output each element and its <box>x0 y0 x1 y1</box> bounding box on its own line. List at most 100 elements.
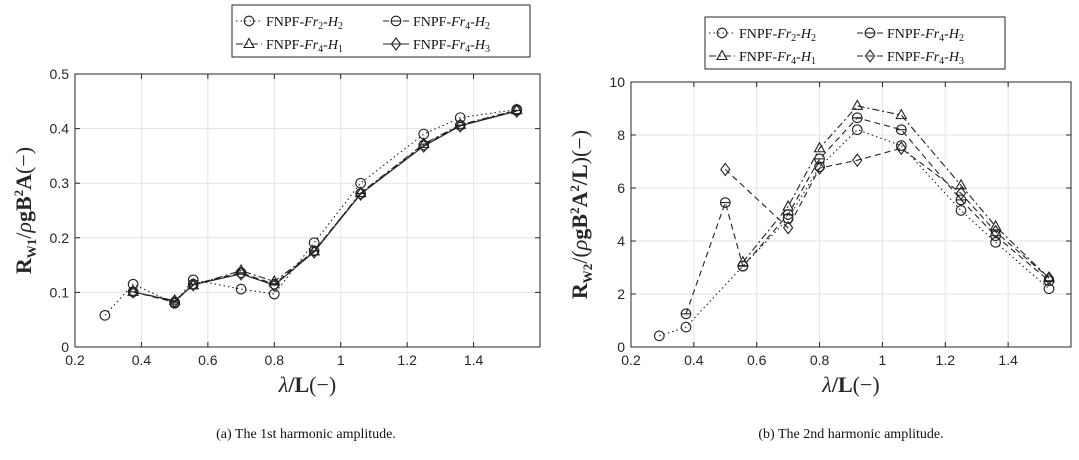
data-point-marker <box>235 266 247 281</box>
y-tick-label: 0.5 <box>50 66 70 82</box>
legend-marker <box>390 37 402 51</box>
legend: FNPF-Fr2-H2 FNPF-Fr4-H2 FNPF-Fr4-H1 FNPF-Fr… <box>704 16 1006 70</box>
data-point-marker <box>188 277 199 292</box>
data-point-marker <box>851 99 864 110</box>
data-point-marker <box>814 161 825 176</box>
data-point-marker <box>736 255 749 267</box>
data-point-marker <box>454 112 466 124</box>
x-axis-title: λ/L(−) <box>278 372 336 397</box>
data-point-marker <box>269 278 280 293</box>
data-point-marker <box>814 153 825 165</box>
legend-box <box>704 16 1006 70</box>
data-point-marker <box>308 245 320 259</box>
x-tick-label: 0.6 <box>198 352 218 368</box>
legend-item: FNPF-Fr4-H3 <box>857 49 964 67</box>
data-point-marker <box>851 124 863 136</box>
legend-item: FNPF-Fr4-H1 <box>709 49 816 67</box>
caption: (b) The 2nd harmonic amplitude. <box>758 427 943 442</box>
legend-label: FNPF-Fr4-H3 <box>887 50 964 67</box>
legend-label: FNPF-Fr4-H2 <box>413 15 490 32</box>
legend-item: FNPF-Fr4-H1 <box>236 37 343 55</box>
legend-marker <box>243 37 255 49</box>
series-line <box>685 117 1050 315</box>
x-tick-label: 0.8 <box>810 352 830 368</box>
y-tick-label: 8 <box>617 127 625 143</box>
y-tick-label: 0.4 <box>50 121 70 137</box>
legend-label: FNPF-Fr4-H1 <box>739 50 816 67</box>
y-tick-label: 0.1 <box>50 284 70 300</box>
data-point-marker <box>895 108 908 120</box>
data-point-marker <box>813 141 826 153</box>
data-point-marker <box>355 187 366 202</box>
series-line <box>132 110 517 302</box>
x-tick-label: 1.4 <box>464 352 484 368</box>
y-tick-label: 0 <box>617 339 625 355</box>
axes-box <box>630 81 1072 348</box>
legend-marker <box>864 49 876 63</box>
y-tick-label: 0.2 <box>50 230 70 246</box>
series-fnpf-fr4-h1 <box>736 99 1055 283</box>
legend-label: FNPF-Fr4-H1 <box>266 38 343 55</box>
data-point-marker <box>680 308 692 320</box>
data-point-marker <box>990 224 1001 239</box>
data-point-marker <box>235 283 247 295</box>
series-fnpf-fr4-h3 <box>720 141 1055 286</box>
series-line <box>132 109 517 302</box>
data-point-marker <box>720 162 731 177</box>
data-point-marker <box>895 140 907 151</box>
x-tick-label: 1.2 <box>936 352 956 368</box>
legend-item: FNPF-Fr4-H2 <box>383 15 490 32</box>
caption: (a) The 1st harmonic amplitude. <box>216 427 396 442</box>
legend-box <box>231 4 531 58</box>
legend-label: FNPF-Fr2-H2 <box>266 15 343 32</box>
legend-item: FNPF-Fr2-H2 <box>709 27 816 44</box>
data-point-marker <box>418 139 429 153</box>
legend-item: FNPF-Fr4-H2 <box>857 27 964 44</box>
data-point-marker <box>782 199 795 211</box>
data-point-marker <box>851 112 863 124</box>
plot-area <box>75 74 540 347</box>
x-tick-label: 0.6 <box>747 352 767 368</box>
legend-marker <box>243 15 255 27</box>
y-axis-title: RW1/ρgB2A(−) <box>11 147 39 274</box>
legend-label: FNPF-Fr2-H2 <box>739 27 816 44</box>
y-tick-label: 2 <box>617 286 625 302</box>
y-axis-title: RW2/(ρgB2A2/L)(−) <box>567 130 595 299</box>
data-point-marker <box>896 141 907 156</box>
data-point-marker <box>308 237 320 249</box>
data-point-marker <box>455 118 466 133</box>
y-tick-label: 10 <box>609 74 625 90</box>
legend-item: FNPF-Fr4-H3 <box>383 37 490 55</box>
chart-a: 0.2 0.4 0.6 0.8 1 1.2 1.4 0 0.1 0.2 0.3 0.4 0.5 λ/L(−… <box>11 4 541 442</box>
x-tick-label: 1 <box>337 352 345 368</box>
data-point-marker <box>852 153 863 168</box>
data-point-marker <box>719 197 731 208</box>
data-point-marker <box>1043 271 1055 286</box>
data-point-marker <box>308 244 321 256</box>
data-point-marker <box>127 284 139 299</box>
data-point-marker <box>955 186 967 201</box>
series-line <box>724 147 1050 279</box>
x-tick-label: 0.8 <box>265 352 285 368</box>
data-point-marker <box>169 294 180 309</box>
data-point-marker <box>955 178 967 190</box>
data-point-marker <box>895 124 907 136</box>
data-point-marker <box>127 278 139 290</box>
data-point-marker <box>511 104 522 119</box>
data-point-marker <box>680 321 692 333</box>
legend-label: FNPF-Fr4-H2 <box>887 27 964 44</box>
y-tick-label: 6 <box>617 180 625 196</box>
data-point-marker <box>99 309 111 321</box>
series-line <box>104 108 517 316</box>
x-tick-label: 0.4 <box>132 352 152 368</box>
x-tick-label: 1 <box>879 352 887 368</box>
data-point-marker <box>782 220 794 235</box>
legend-label: FNPF-Fr4-H3 <box>413 38 490 55</box>
y-tick-label: 0.3 <box>50 175 70 191</box>
data-point-marker <box>989 219 1002 231</box>
legend-item: FNPF-Fr2-H2 <box>236 15 343 32</box>
x-tick-label: 0.2 <box>621 352 641 368</box>
data-point-marker <box>127 285 140 296</box>
